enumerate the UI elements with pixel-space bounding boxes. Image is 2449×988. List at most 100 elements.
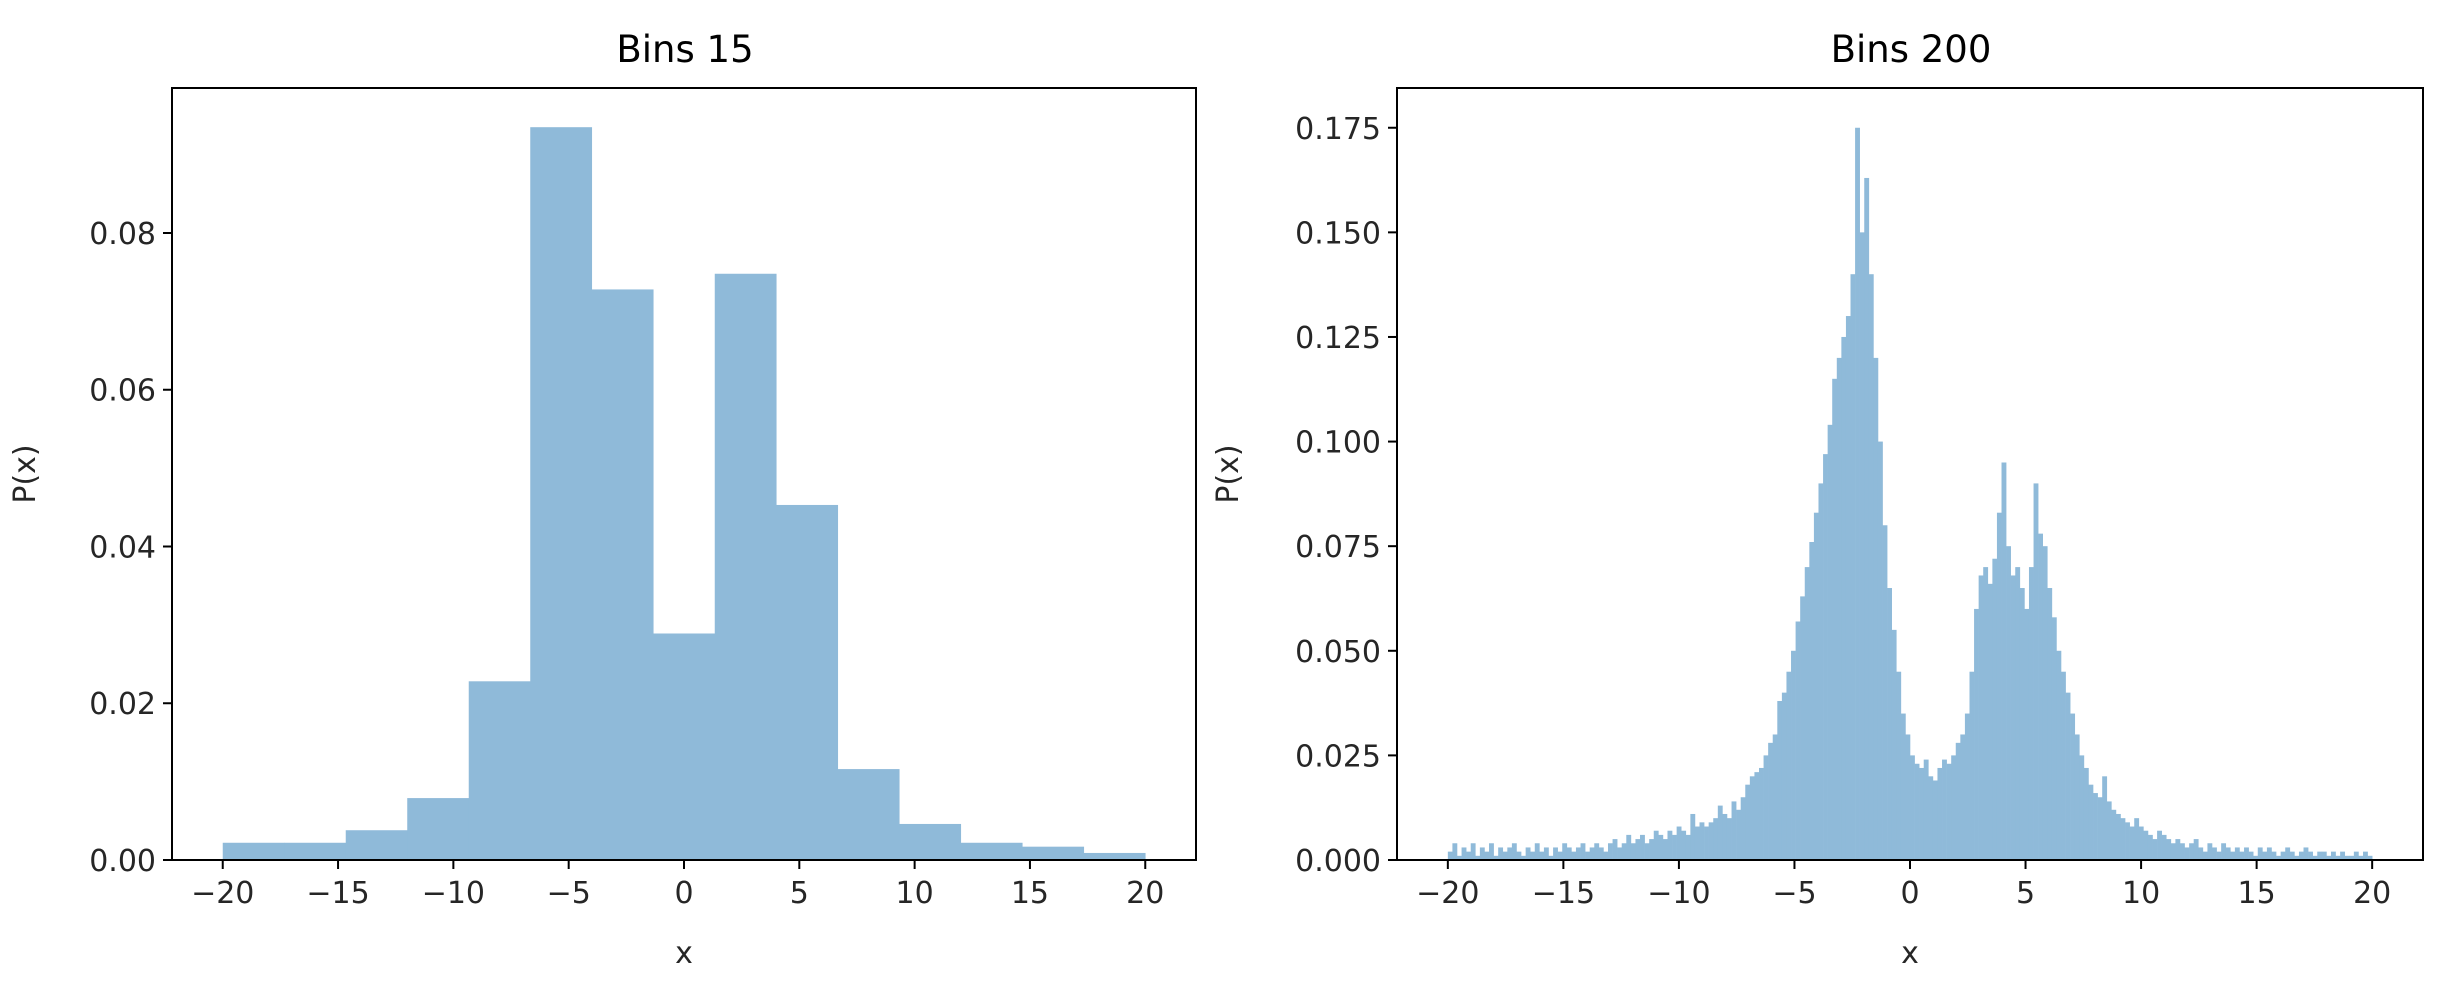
histogram-bar [2321,851,2327,860]
histogram-bar [1603,851,1609,860]
histogram-bar [2326,855,2332,860]
histogram-bar [1855,127,1860,860]
y-tick-label: 0.125 [1295,321,1381,356]
histogram-bar [2019,588,2025,860]
histogram-bar [1699,822,1705,860]
histogram-bar [1566,847,1572,860]
histogram-bar [1461,847,1467,860]
histogram-bar [591,289,654,860]
histogram-bar [1649,839,1655,860]
histogram-bar [2330,851,2336,860]
histogram-bar [2038,533,2043,860]
histogram-bar [960,842,1023,860]
histogram-bar [2193,839,2199,860]
histogram-bar [1585,851,1590,860]
histogram-bar [2033,483,2039,860]
histogram-bar [1804,567,1810,860]
y-tick-label: 0.04 [89,530,156,565]
histogram-bar [2157,830,2162,860]
axis-ticks: −20 −15 −10 −5 0 5 10 15 20 0.00 0.02 0.04 0.06 0.08 [89,217,1164,911]
histogram-bar [1791,650,1796,860]
histogram-bar [1974,608,1979,860]
x-tick-label: 0 [1900,876,1919,911]
histogram-bar [1580,843,1586,860]
histogram-bar [1928,776,1934,860]
histogram-bar [1900,713,1906,860]
histogram-bar [1836,357,1842,860]
histogram-bar [1083,852,1146,860]
x-tick-label: −15 [1532,876,1595,911]
histogram-bar [1859,232,1865,861]
histogram-bar [1763,755,1769,860]
histogram-bar [2349,855,2355,860]
histogram-bar [2221,843,2227,860]
histogram-bar [1626,834,1632,860]
histogram-bar [1534,843,1540,860]
histogram-bar [1621,843,1627,860]
histogram-bar [1575,847,1581,860]
histogram-bar [2065,692,2071,860]
histogram-bar [2179,843,2185,860]
x-tick-label: −10 [422,876,485,911]
histogram-bar [1658,834,1664,860]
histogram-bar [1653,830,1659,860]
histogram-bars [1447,127,2373,861]
histogram-bar [1667,830,1673,860]
histogram-bar [2051,617,2057,860]
histogram-bar [1598,847,1604,860]
histogram-bar [1530,851,1536,860]
histogram-bar [1516,851,1522,860]
histogram-bar [2161,834,2167,860]
histogram-bar [1694,826,1700,860]
histogram-bar [1644,843,1650,860]
histogram-bar [2143,830,2149,860]
histogram-bar [1475,855,1481,860]
histogram-bar [2061,671,2066,860]
y-tick-label: 0.025 [1295,739,1381,774]
histogram-bar [530,127,593,860]
x-tick-label: −5 [1772,876,1816,911]
histogram-bar [2106,801,2112,860]
histogram-bar [1910,755,1915,860]
histogram-bar [2042,546,2048,860]
histogram-bar [2024,608,2030,860]
histogram-bar [1786,671,1792,860]
histogram-bar [1521,855,1526,860]
histogram-bar [2280,851,2286,860]
x-tick-label: 10 [896,876,934,911]
histogram-bar [2202,851,2208,860]
histogram-bar [1891,629,1897,860]
histogram-bar [2097,797,2103,860]
histogram-bar [1713,818,1719,860]
histogram-bar [1662,839,1668,860]
histogram-bar [1717,805,1723,860]
histogram-bar [1452,843,1458,860]
histogram-bar [2115,813,2121,860]
histogram-bar [2216,851,2222,860]
histogram-bar [1996,512,2002,860]
histogram-bar [1493,855,1499,860]
histogram-bar [1511,843,1517,860]
histogram-bar [1818,483,1824,860]
histogram-bar [2152,839,2158,860]
histogram-bar [1539,851,1545,860]
histogram-bar [1978,575,1984,860]
histogram-bar [1887,588,1892,860]
histogram-bar [2070,713,2076,860]
histogram-bar [1882,525,1888,860]
histogram-bar [2340,851,2346,860]
histogram-bar [1919,767,1925,860]
chart-title: Bins 15 [616,28,753,71]
histogram-bar [1685,834,1691,860]
histogram-bar [2271,851,2277,860]
histogram-bar [837,769,900,860]
histogram-bar [1823,454,1828,860]
histogram-bar [1571,851,1577,860]
histogram-bar [1864,177,1870,860]
histogram-bar [2312,855,2318,860]
y-tick-label: 0.075 [1295,530,1381,565]
histogram-bar [1813,512,1819,860]
histogram-bar [1827,424,1833,860]
histogram-bar [1470,843,1476,860]
x-tick-label: 0 [674,876,693,911]
